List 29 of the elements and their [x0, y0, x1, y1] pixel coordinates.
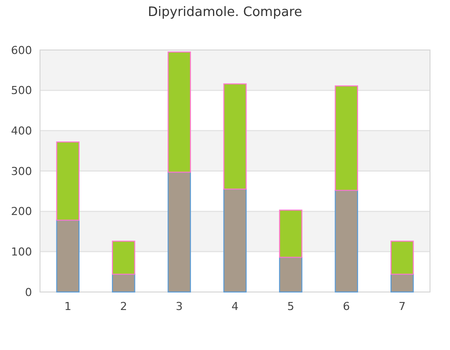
bar: [334, 190, 358, 292]
y-tick-label: 100: [11, 246, 32, 259]
bar: [390, 240, 414, 275]
y-tick-label: 500: [11, 84, 32, 98]
y-tick-label: 300: [11, 164, 32, 178]
x-tick-label: 7: [398, 300, 406, 313]
bar: [112, 240, 136, 275]
x-tick-label: 5: [287, 300, 294, 313]
y-tick-label: 400: [11, 124, 32, 138]
x-tick-label: 2: [120, 300, 128, 313]
y-tick-label: 0: [25, 286, 32, 299]
bar: [168, 172, 191, 292]
bar: [56, 141, 80, 221]
bar: [279, 210, 302, 258]
bar: [279, 256, 302, 292]
x-tick-label: 3: [176, 300, 183, 313]
bar: [334, 85, 358, 191]
bar: [223, 83, 247, 190]
y-tick-label: 200: [11, 205, 32, 218]
y-tick-label: 600: [11, 44, 32, 57]
bar: [390, 274, 414, 292]
bar: [112, 274, 136, 292]
chart-title: Dipyridamole. Compare: [148, 5, 302, 20]
bar: [168, 52, 191, 173]
bar: [56, 220, 80, 292]
x-tick-label: 6: [342, 300, 350, 313]
x-tick-label: 1: [64, 300, 72, 313]
x-tick-label: 4: [232, 300, 238, 313]
bar: [223, 188, 247, 292]
